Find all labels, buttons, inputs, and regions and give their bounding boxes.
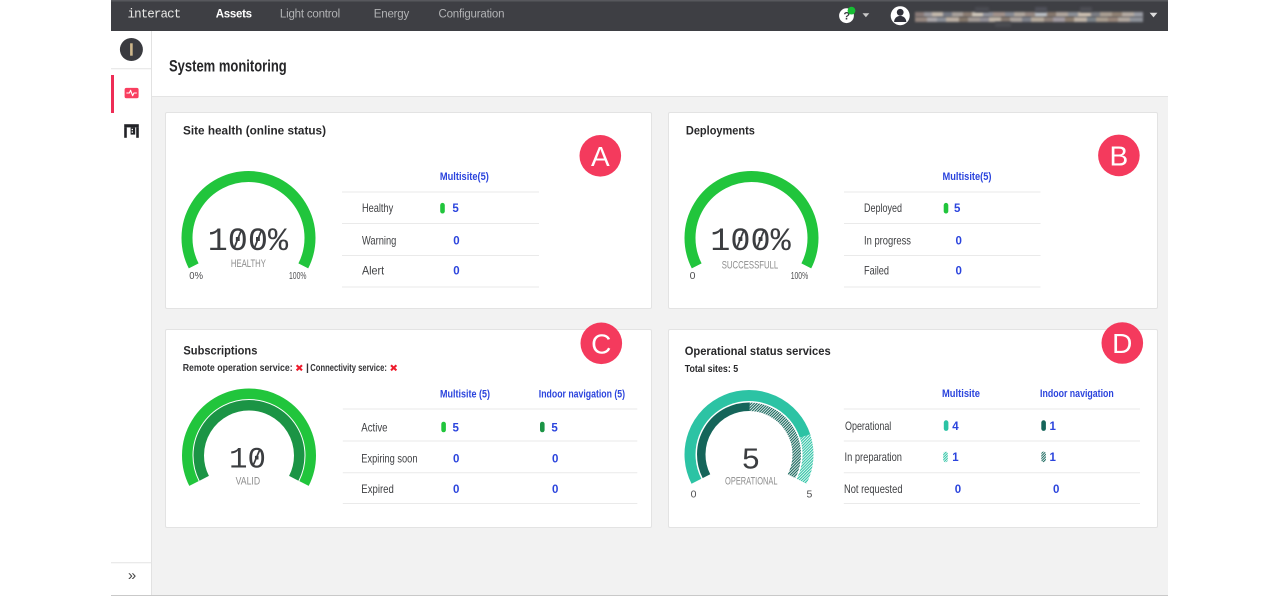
svg-text:System monitoring: System monitoring <box>169 57 287 76</box>
svg-text:Operational status services: Operational status services <box>685 344 831 358</box>
svg-text:1: 1 <box>1050 421 1057 433</box>
svg-text:10: 10 <box>229 444 266 478</box>
svg-text:Not requested: Not requested <box>844 482 903 496</box>
svg-text:Warning: Warning <box>362 234 396 248</box>
svg-text:0: 0 <box>691 489 697 501</box>
svg-text:5: 5 <box>551 422 558 434</box>
svg-text:A: A <box>591 141 610 172</box>
svg-text:0%: 0% <box>189 270 203 282</box>
svg-text:0: 0 <box>956 266 962 278</box>
svg-text:0: 0 <box>956 236 962 248</box>
svg-text:Expiring soon: Expiring soon <box>361 451 417 465</box>
svg-text:Multisite(5): Multisite(5) <box>440 171 489 183</box>
svg-text:5: 5 <box>452 203 459 215</box>
svg-text:100%: 100% <box>289 270 307 282</box>
svg-text:0: 0 <box>552 484 558 496</box>
svg-text:Operational: Operational <box>845 419 891 433</box>
svg-text:C: C <box>591 328 611 359</box>
svg-text:In preparation: In preparation <box>845 450 903 464</box>
svg-text:Active: Active <box>361 420 387 434</box>
svg-text:0: 0 <box>453 484 459 496</box>
svg-text:0: 0 <box>552 453 558 465</box>
svg-text:Assets: Assets <box>216 9 252 21</box>
svg-text:Light control: Light control <box>280 9 340 21</box>
svg-text:5: 5 <box>954 203 961 215</box>
svg-text:100%: 100% <box>791 270 809 282</box>
svg-text:In progress: In progress <box>864 234 911 248</box>
svg-text:5: 5 <box>806 489 812 501</box>
svg-text:OPERATIONAL: OPERATIONAL <box>725 476 778 488</box>
svg-text:Deployments: Deployments <box>686 124 755 138</box>
svg-text:Total sites: 5: Total sites: 5 <box>685 363 739 375</box>
svg-text:VALID: VALID <box>236 475 261 487</box>
svg-text:5: 5 <box>453 422 460 434</box>
svg-text:Site health (online status): Site health (online status) <box>183 124 326 138</box>
svg-text:0: 0 <box>453 236 459 248</box>
svg-text:Energy: Energy <box>374 9 410 21</box>
svg-text:5: 5 <box>741 444 760 479</box>
svg-text:D: D <box>1112 328 1132 359</box>
svg-text:Indoor navigation (5): Indoor navigation (5) <box>539 389 625 401</box>
svg-text:Expired: Expired <box>361 482 394 496</box>
svg-text:100%: 100% <box>710 223 791 260</box>
svg-text:Multisite(5): Multisite(5) <box>943 171 992 183</box>
svg-text:0: 0 <box>690 270 696 282</box>
svg-text:0: 0 <box>453 266 459 278</box>
svg-text:0: 0 <box>955 484 961 496</box>
svg-text:Connectivity service:: Connectivity service: <box>310 362 387 374</box>
svg-text:?: ? <box>843 11 850 23</box>
svg-text:SUCCESSFULL: SUCCESSFULL <box>722 259 779 271</box>
svg-text:0: 0 <box>1053 484 1059 496</box>
svg-text:Alert: Alert <box>362 264 385 278</box>
svg-text:1: 1 <box>952 452 959 464</box>
svg-text:Subscriptions: Subscriptions <box>183 343 257 357</box>
svg-text:Multisite (5): Multisite (5) <box>440 389 490 401</box>
svg-text:HEALTHY: HEALTHY <box>231 258 266 270</box>
svg-text:Failed: Failed <box>864 264 889 278</box>
svg-text:|: | <box>306 362 309 374</box>
svg-text:0: 0 <box>453 453 459 465</box>
svg-text:»: » <box>128 567 136 584</box>
svg-text:Healthy: Healthy <box>362 201 393 215</box>
svg-text:Remote operation service:: Remote operation service: <box>183 362 293 374</box>
svg-text:B: B <box>1110 140 1129 171</box>
svg-text:Deployed: Deployed <box>864 201 902 215</box>
svg-text:4: 4 <box>952 421 959 433</box>
svg-text:interact: interact <box>128 8 181 22</box>
svg-text:100%: 100% <box>208 223 289 260</box>
svg-text:Indoor navigation: Indoor navigation <box>1040 388 1114 400</box>
svg-text:1: 1 <box>1050 452 1057 464</box>
svg-text:Configuration: Configuration <box>439 9 505 21</box>
svg-text:Multisite: Multisite <box>942 388 980 400</box>
